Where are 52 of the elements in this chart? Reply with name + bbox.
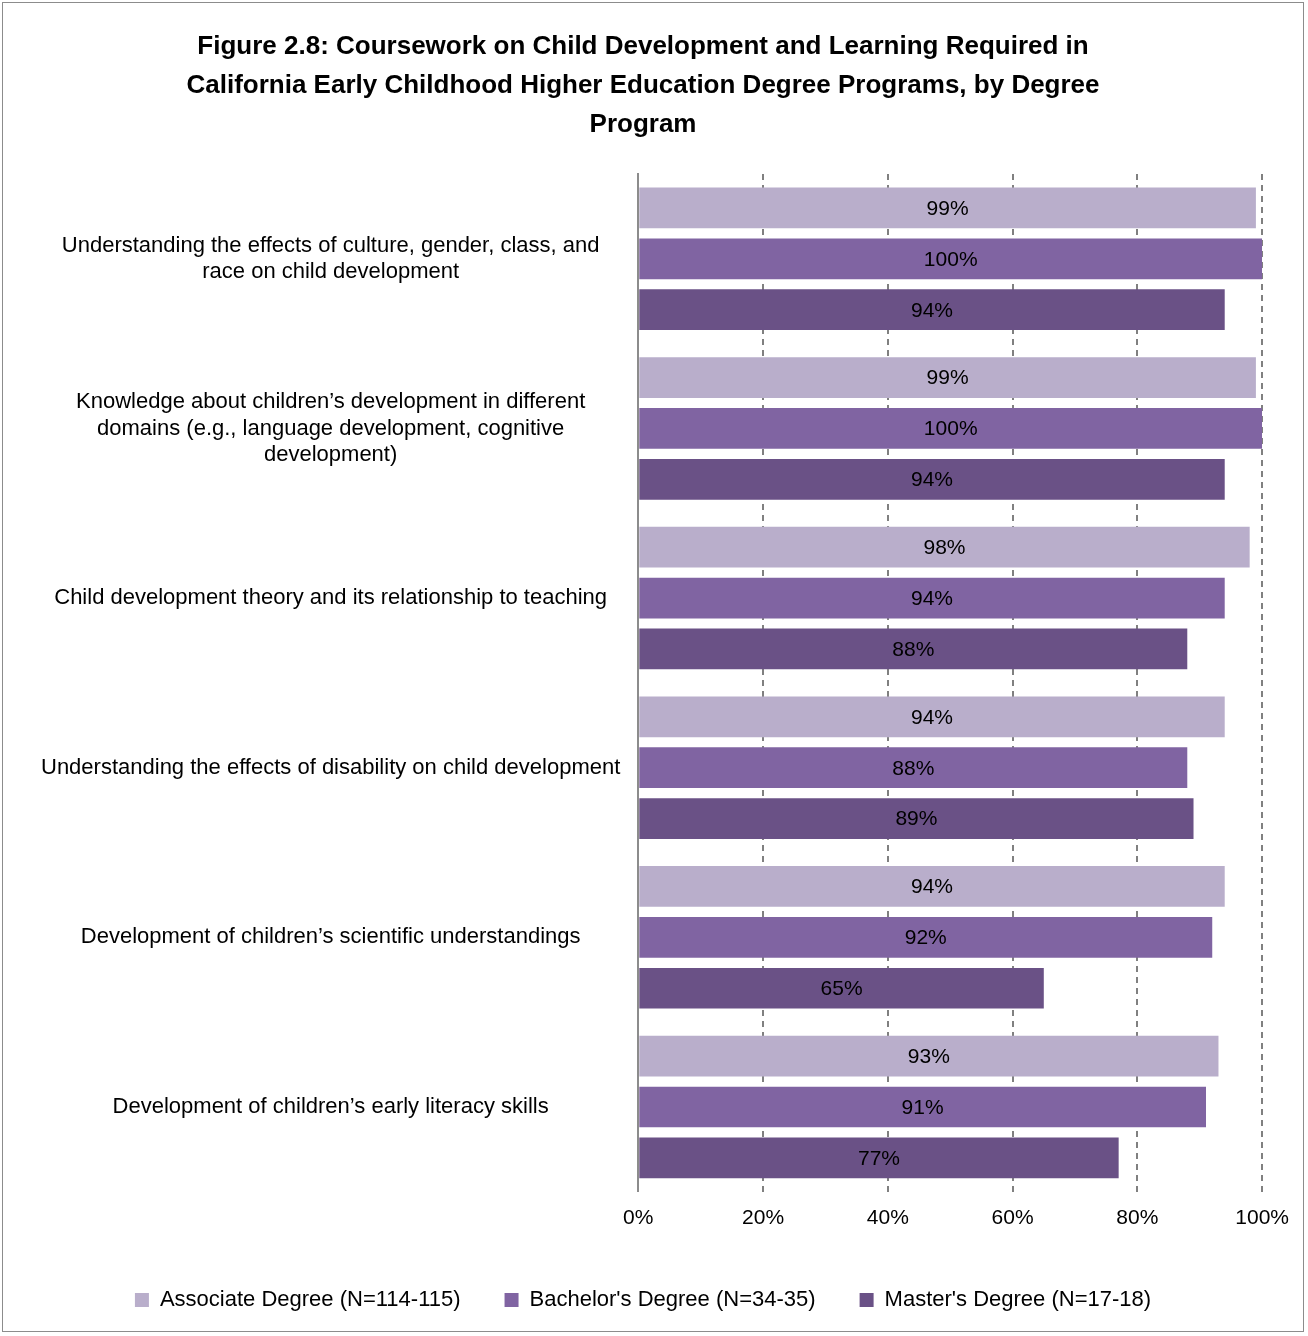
- data-label: 100%: [923, 246, 978, 270]
- bar: [639, 696, 1225, 738]
- data-label: 94%: [910, 874, 954, 898]
- bar: [639, 866, 1225, 907]
- x-tick-label: 20%: [742, 1205, 785, 1229]
- bar: [639, 1086, 1206, 1128]
- y-tick-label: Understanding the effects of culture, gender, class, and race on child development: [61, 231, 600, 284]
- legend-label: Bachelor's Degree (N=34-35): [529, 1286, 816, 1312]
- data-label: 98%: [923, 534, 966, 558]
- bar: [639, 916, 1213, 958]
- data-label: 99%: [926, 365, 969, 389]
- x-tick-label: 100%: [1235, 1205, 1289, 1229]
- bar: [639, 628, 1188, 670]
- data-label: 89%: [895, 806, 938, 830]
- bar: [639, 798, 1194, 839]
- y-tick-label: Development of children’s early literacy skills: [112, 1093, 549, 1119]
- bar: [639, 747, 1188, 789]
- data-label: 99%: [926, 195, 969, 219]
- bar: [639, 187, 1256, 229]
- data-label: 100%: [923, 416, 978, 440]
- x-tick-label: 80%: [1116, 1205, 1159, 1229]
- bar: [639, 238, 1263, 280]
- data-label: 93%: [907, 1043, 950, 1067]
- data-label: 94%: [910, 585, 954, 609]
- y-tick-label: Understanding the effects of disability on child development: [40, 753, 621, 779]
- bar: [639, 1035, 1219, 1077]
- data-label: 94%: [910, 704, 954, 728]
- bar: [639, 577, 1225, 619]
- bar: [639, 967, 1044, 1009]
- bar: [639, 357, 1256, 398]
- data-label: 94%: [910, 467, 954, 491]
- data-label: 88%: [892, 636, 935, 660]
- bar: [639, 526, 1250, 568]
- x-tick-label: 0%: [623, 1205, 654, 1229]
- chart-title: Figure 2.8: Coursework on Child Development and Learning Required in California Early Childhood Higher Education Degree Programs, by Degree Program: [186, 29, 1100, 138]
- x-tick-label: 40%: [866, 1205, 909, 1229]
- bar: [639, 408, 1263, 449]
- data-label: 94%: [910, 297, 954, 321]
- data-label: 92%: [904, 925, 947, 949]
- bar: [639, 289, 1225, 331]
- legend-label: Master's Degree (N=17-18): [884, 1286, 1152, 1312]
- data-label: 91%: [901, 1094, 944, 1118]
- bar: [639, 458, 1225, 500]
- x-tick-label: 60%: [991, 1205, 1034, 1229]
- legend-label: Associate Degree (N=114-115): [159, 1286, 461, 1312]
- bar: [639, 1137, 1119, 1179]
- y-tick-label: Knowledge about children’s development in different domains (e.g., language development, cognitive development): [76, 388, 586, 466]
- y-tick-label: Development of children’s scientific understandings: [80, 923, 581, 949]
- data-label: 65%: [820, 976, 863, 1000]
- data-label: 88%: [892, 755, 935, 779]
- y-tick-label: Child development theory and its relationship to teaching: [54, 584, 608, 610]
- data-label: 77%: [857, 1145, 900, 1169]
